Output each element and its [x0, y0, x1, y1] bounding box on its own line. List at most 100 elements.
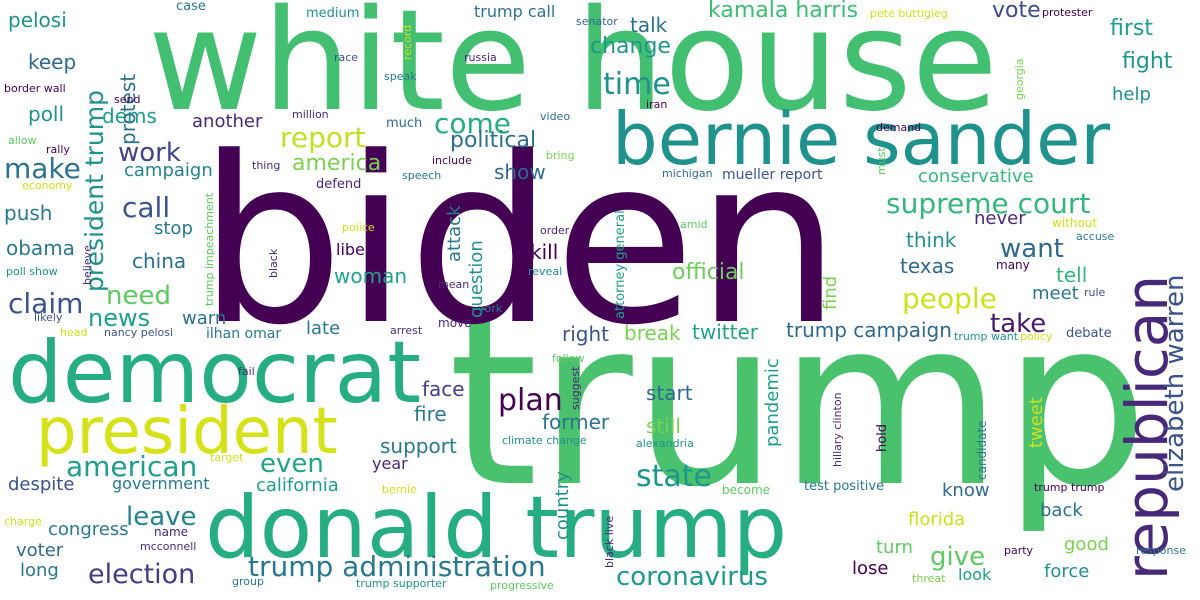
cloud-word: border wall — [4, 82, 66, 95]
cloud-word: ilhan omar — [206, 326, 282, 342]
cloud-word: still — [646, 414, 681, 438]
cloud-word: lose — [852, 558, 889, 579]
cloud-word: policy — [1020, 330, 1053, 343]
cloud-word: stop — [154, 218, 193, 239]
cloud-word: attack — [444, 205, 465, 263]
cloud-word: suggest — [569, 366, 582, 410]
cloud-word: claim — [8, 287, 84, 320]
cloud-word: bernie sander — [612, 97, 1111, 181]
cloud-word: late — [306, 318, 341, 339]
cloud-word: target — [210, 451, 244, 464]
cloud-word: meet — [1032, 283, 1079, 304]
cloud-word: poll show — [6, 265, 58, 278]
cloud-word: work — [118, 138, 181, 168]
cloud-word: senator — [576, 15, 618, 28]
cloud-word: protest — [116, 73, 140, 145]
cloud-word: good — [1064, 534, 1109, 555]
cloud-word: people — [902, 282, 997, 315]
cloud-word: move — [438, 316, 472, 330]
cloud-word: fail — [238, 365, 255, 378]
cloud-word: know — [942, 480, 990, 501]
cloud-word: trump want — [954, 330, 1019, 343]
cloud-word: trump — [448, 271, 1149, 538]
cloud-word: much — [386, 116, 423, 131]
cloud-word: black live — [603, 515, 616, 568]
cloud-word: tweet — [1026, 397, 1047, 448]
cloud-word: amid — [680, 218, 708, 231]
cloud-word: long — [20, 560, 59, 581]
cloud-word: even — [260, 449, 324, 479]
cloud-word: change — [590, 34, 671, 59]
cloud-word: talk — [630, 13, 668, 37]
cloud-word: demand — [876, 121, 922, 134]
cloud-word: warn — [182, 308, 227, 329]
cloud-word: american — [66, 450, 198, 483]
cloud-word: climate change — [502, 434, 587, 447]
cloud-word: news — [88, 304, 151, 332]
cloud-word: obama — [6, 236, 75, 260]
cloud-word: reveal — [528, 265, 563, 278]
cloud-word: voter — [16, 540, 64, 561]
cloud-word: face — [422, 377, 465, 401]
cloud-word: push — [4, 201, 53, 225]
cloud-word: video — [540, 110, 571, 123]
cloud-word: believe — [81, 245, 94, 285]
cloud-word: coronavirus — [616, 562, 768, 592]
cloud-word: medium — [306, 6, 360, 21]
cloud-word: attorney general — [613, 210, 628, 319]
cloud-word: campaign — [124, 160, 213, 181]
cloud-word: help — [1112, 84, 1151, 105]
cloud-word: turn — [876, 537, 913, 558]
cloud-word: support — [380, 434, 457, 458]
cloud-word: time — [603, 67, 671, 102]
cloud-word: democrat — [8, 323, 421, 423]
cloud-word: alexandria — [636, 437, 694, 450]
cloud-word: conservative — [918, 166, 1034, 187]
cloud-word: kamala harris — [708, 0, 859, 23]
cloud-word: race — [334, 51, 359, 64]
cloud-word: another — [192, 111, 263, 132]
cloud-word: become — [722, 483, 771, 497]
cloud-word: give — [930, 542, 986, 572]
cloud-word: threat — [912, 572, 946, 585]
cloud-word: georgia — [1013, 58, 1026, 100]
cloud-word: must — [875, 147, 888, 175]
cloud-word: never — [974, 208, 1026, 229]
cloud-word: year — [372, 454, 408, 473]
cloud-word: break — [624, 321, 681, 345]
cloud-word: fire — [414, 402, 447, 426]
cloud-word: candidate — [975, 420, 989, 480]
cloud-word: without — [1052, 216, 1098, 230]
cloud-word: pelosi — [8, 8, 67, 32]
cloud-word: trump supporter — [356, 577, 447, 590]
cloud-word: make — [4, 152, 81, 185]
cloud-word: show — [494, 160, 546, 184]
cloud-word: bernie — [382, 483, 417, 496]
cloud-word: tell — [1056, 263, 1088, 287]
cloud-word: million — [292, 108, 329, 121]
cloud-word: donald trump — [205, 478, 788, 578]
cloud-word: supreme court — [886, 187, 1091, 220]
cloud-word: need — [106, 281, 171, 311]
cloud-word: call — [122, 191, 171, 224]
cloud-word: record — [401, 24, 414, 60]
cloud-word: likely — [34, 311, 63, 324]
cloud-word: right — [562, 322, 609, 346]
cloud-word: twitter — [692, 320, 758, 344]
cloud-word: country — [552, 471, 573, 540]
cloud-word: mcconnell — [140, 540, 197, 553]
cloud-word: test positive — [804, 479, 885, 494]
cloud-word: thing — [252, 159, 281, 172]
cloud-word: report — [280, 121, 366, 154]
cloud-word: trump campaign — [786, 318, 952, 342]
cloud-word: police — [342, 221, 375, 234]
cloud-word: order — [540, 224, 570, 237]
cloud-word: poll — [28, 102, 65, 126]
cloud-word: leave — [126, 502, 197, 532]
cloud-word: florida — [908, 509, 966, 530]
cloud-word: keep — [28, 50, 77, 74]
cloud-word: trump impeachment — [203, 192, 216, 306]
cloud-word: find — [820, 275, 841, 310]
cloud-word: debate — [1066, 326, 1112, 341]
cloud-word: bring — [546, 149, 575, 162]
